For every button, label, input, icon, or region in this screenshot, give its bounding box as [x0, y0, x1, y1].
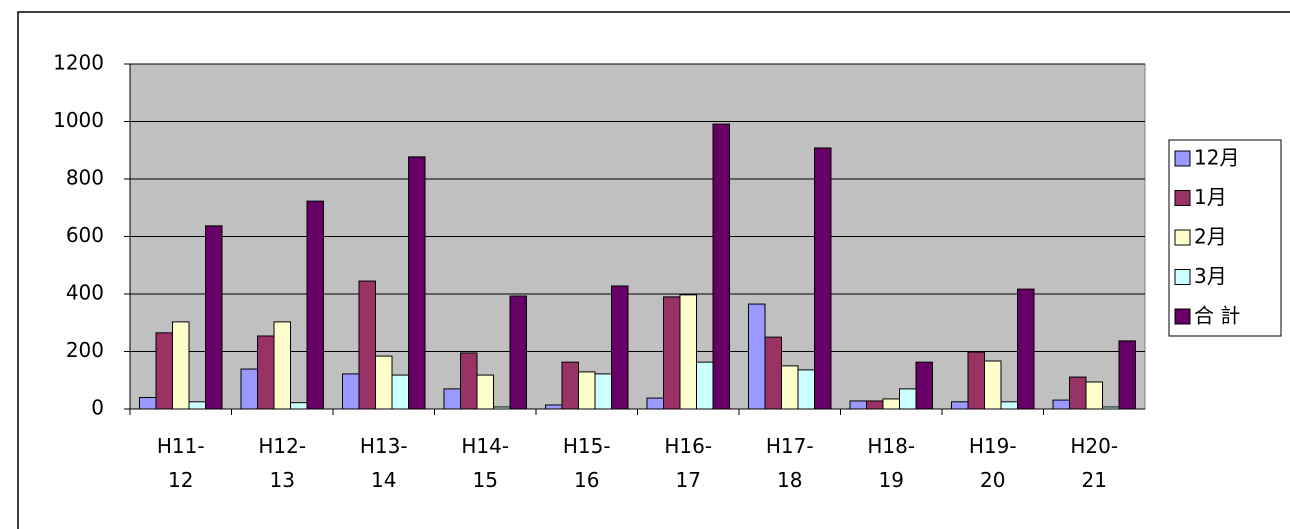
bar [306, 200, 324, 410]
bar [188, 401, 206, 410]
bar [611, 285, 629, 410]
y-tick-label: 0 [91, 396, 104, 420]
legend-label: 1月 [1194, 185, 1227, 209]
legend-swatch [1174, 190, 1191, 206]
y-tick-label: 1000 [53, 108, 104, 132]
bar [915, 361, 933, 410]
legend-label: 2月 [1194, 225, 1227, 249]
legend-label: 12月 [1194, 146, 1239, 170]
bar [866, 400, 884, 410]
bar [1118, 340, 1136, 410]
x-tick-label: H11-12 [157, 434, 205, 492]
bar [951, 401, 969, 410]
bar [764, 336, 782, 410]
bar [1052, 399, 1070, 410]
bar [240, 368, 258, 410]
bar [679, 294, 697, 410]
legend-swatch [1174, 308, 1191, 325]
bar [899, 388, 917, 410]
bar [646, 397, 664, 410]
legend-label: 合 計 [1194, 304, 1240, 328]
bar [408, 156, 426, 410]
bar [814, 147, 832, 410]
bar [797, 369, 815, 410]
x-tick-label: H14-15 [461, 434, 509, 492]
bar [882, 398, 900, 410]
x-tick-label: H17-18 [766, 434, 814, 492]
bar [460, 352, 478, 410]
bar [1085, 381, 1103, 410]
bar [139, 397, 157, 410]
bar [748, 303, 766, 410]
x-tick-label: H19-20 [969, 434, 1017, 492]
bar [358, 280, 376, 410]
bar [443, 388, 461, 410]
bar [476, 374, 494, 410]
bar [663, 296, 681, 410]
legend-label: 3月 [1194, 264, 1227, 288]
bar [781, 365, 799, 410]
bar [967, 351, 985, 410]
bar [578, 371, 596, 410]
y-tick-label: 1200 [53, 51, 104, 75]
y-tick-label: 200 [66, 338, 104, 362]
bar [391, 374, 409, 410]
bar [290, 402, 308, 410]
bar [509, 295, 527, 410]
x-tick-label: H12-13 [258, 434, 306, 492]
bar [1017, 288, 1035, 410]
bar [561, 361, 579, 410]
x-tick-label: H18-19 [867, 434, 915, 492]
bar [712, 123, 730, 410]
bar [594, 373, 612, 410]
bar [696, 361, 714, 410]
bar [257, 335, 275, 410]
y-tick-label: 400 [66, 281, 104, 305]
bar [273, 321, 291, 410]
legend-swatch [1174, 269, 1191, 285]
y-tick-label: 600 [66, 223, 104, 247]
bar [342, 373, 360, 410]
bar [984, 360, 1002, 410]
legend-swatch [1174, 229, 1191, 246]
x-tick-label: H15-16 [563, 434, 611, 492]
bar [172, 321, 190, 410]
bar [1000, 401, 1018, 410]
legend-swatch [1174, 150, 1191, 167]
bar [205, 225, 223, 410]
bar [849, 400, 867, 410]
x-tick-label: H16-17 [664, 434, 712, 492]
x-tick-label: H13-14 [360, 434, 408, 492]
bar [1069, 376, 1087, 410]
bar [545, 404, 563, 410]
bar [155, 332, 173, 410]
y-tick-label: 800 [66, 166, 104, 190]
x-tick-label: H20-21 [1070, 434, 1118, 492]
bar [375, 355, 393, 410]
